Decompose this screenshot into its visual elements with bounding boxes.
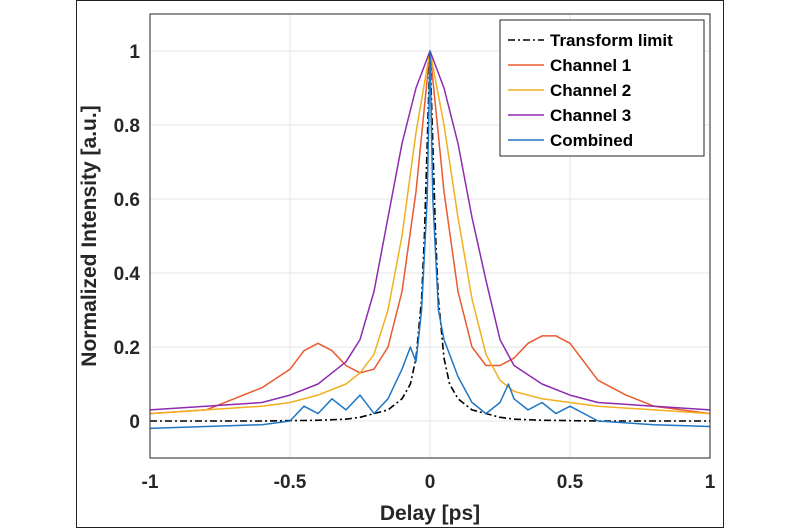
tick-labels: -1 -0.5 0 0.5 1 0 0.2 0.4 0.6 0.8 1 [114,42,716,493]
x-tick-label: -1 [142,472,159,493]
legend-label: Transform limit [550,31,673,50]
y-tick-label: 0 [129,412,140,433]
y-tick-label: 1 [129,42,140,63]
plot-border [149,13,711,459]
legend-label: Channel 1 [550,56,631,75]
legend-box [499,19,705,157]
legend: Transform limit Channel 1 Channel 2 Channel… [499,19,705,157]
x-tick-label: 1 [705,472,716,493]
y-tick-label: 0.6 [114,190,140,211]
series-line-transform-limit [150,50,710,422]
y-axis-label: Normalized Intensity [a.u.] [78,105,101,366]
legend-label: Channel 2 [550,81,631,100]
series-line-channel-1 [149,50,711,415]
series-line-combined [149,50,711,430]
y-tick-label: 0.8 [114,116,140,137]
x-tick-label: 0.5 [557,472,584,493]
x-tick-label: -0.5 [274,472,307,493]
legend-label: Combined [550,131,633,150]
x-axis-label: Delay [ps] [380,502,480,525]
x-tick-label: 0 [425,472,436,493]
y-tick-label: 0.4 [114,264,141,285]
legend-label: Channel 3 [550,106,631,125]
y-tick-label: 0.2 [114,338,140,359]
series-layer [149,50,711,430]
